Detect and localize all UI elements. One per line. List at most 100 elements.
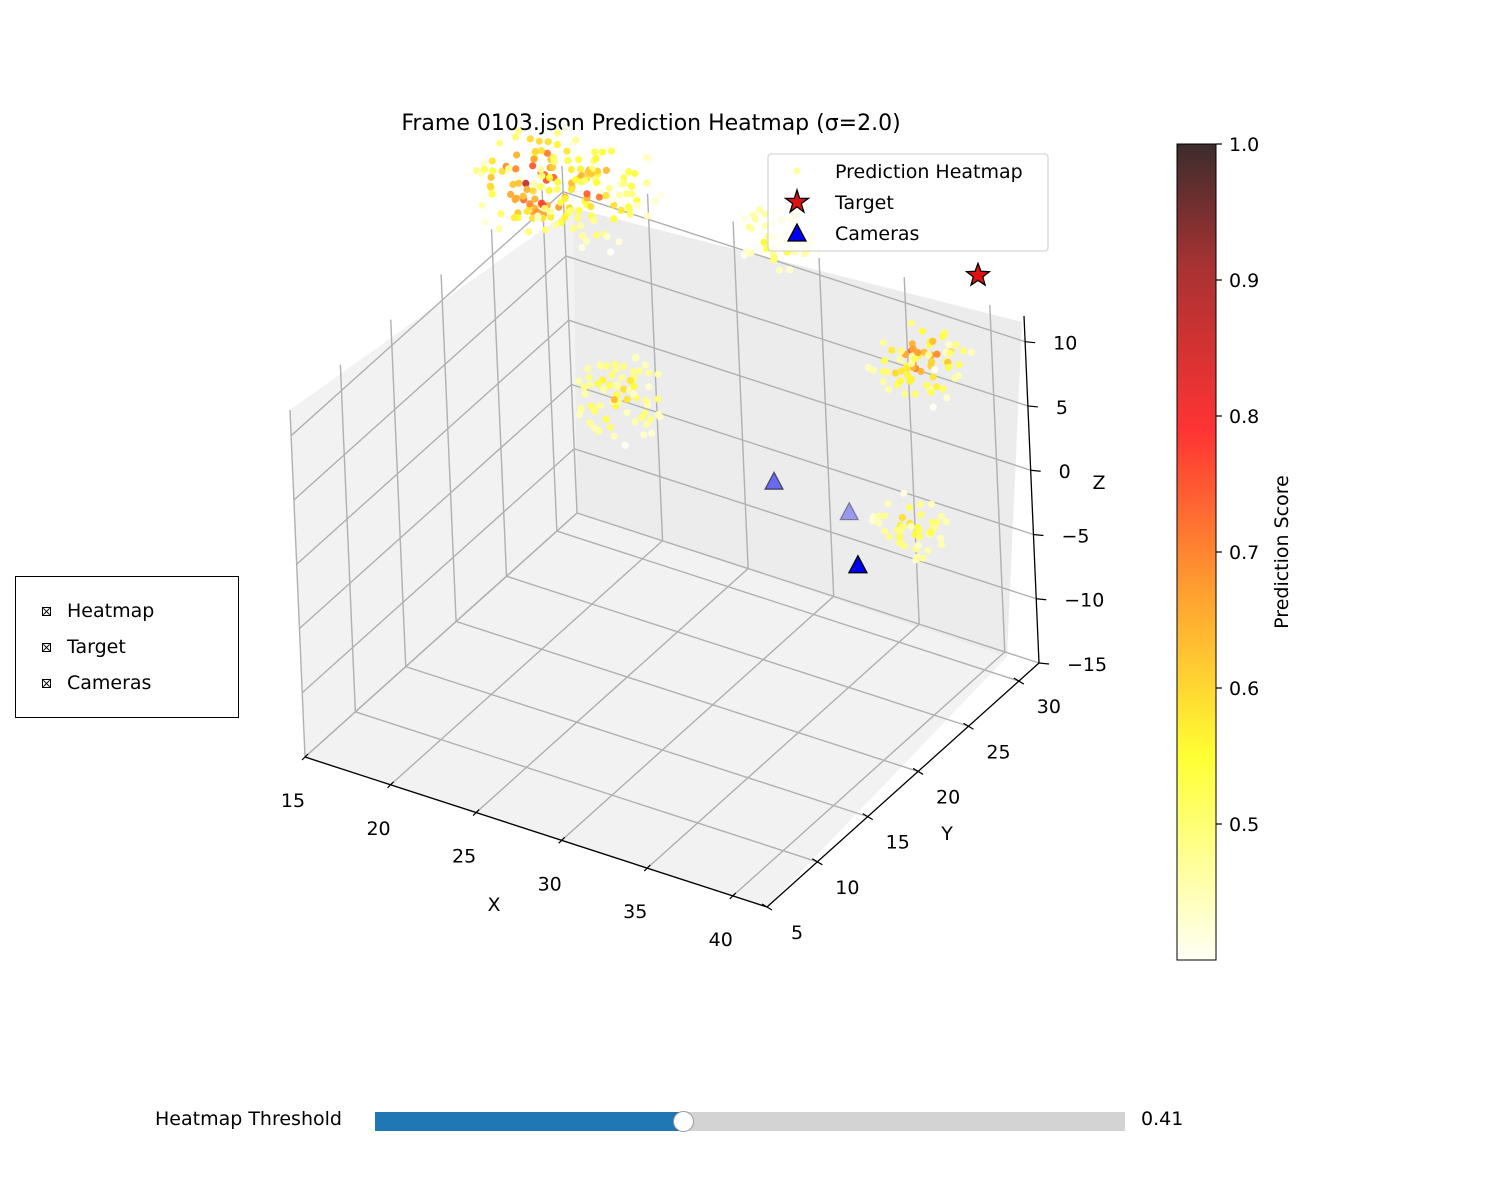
z-tick-label: 5 bbox=[1056, 397, 1068, 419]
heatmap-point bbox=[943, 394, 951, 402]
heatmap-point bbox=[610, 215, 618, 223]
heatmap-checkbox[interactable]: Heatmap bbox=[42, 600, 154, 622]
heatmap-point bbox=[509, 180, 517, 188]
heatmap-point bbox=[897, 367, 905, 375]
axes: 15 5 −15 20 10 −10 25 15 −5 30 20 0 35 25 5 40 30 10 bbox=[281, 315, 1107, 951]
grid-line-y-floor bbox=[355, 711, 818, 863]
heatmap-point bbox=[626, 377, 635, 385]
heatmap-point bbox=[564, 156, 572, 164]
heatmap-point bbox=[586, 381, 594, 389]
heatmap-point bbox=[602, 192, 610, 200]
heatmap-point bbox=[593, 231, 601, 239]
heatmap-point bbox=[641, 361, 650, 369]
heatmap-point bbox=[929, 337, 937, 345]
heatmap-point bbox=[869, 366, 877, 375]
heatmap-point bbox=[760, 238, 768, 246]
grid-line-z-back bbox=[576, 512, 1040, 664]
heatmap-point bbox=[642, 396, 650, 404]
z-tick-label: −5 bbox=[1061, 525, 1089, 547]
threshold-slider-handle[interactable] bbox=[672, 1111, 694, 1132]
heatmap-point bbox=[875, 512, 884, 520]
heatmap-point bbox=[927, 500, 936, 508]
heatmap-point bbox=[567, 206, 575, 214]
heatmap-point bbox=[553, 129, 562, 137]
grid-line-x-floor bbox=[475, 568, 749, 814]
heatmap-point bbox=[525, 228, 533, 236]
target-checkbox[interactable]: Target bbox=[42, 636, 126, 658]
heatmap-point bbox=[536, 183, 545, 191]
heatmap-point bbox=[572, 136, 580, 144]
grid-line-z-back bbox=[568, 319, 1031, 471]
heatmap-point bbox=[911, 355, 919, 363]
heatmap-checkbox-box[interactable] bbox=[42, 606, 51, 616]
heatmap-point bbox=[543, 149, 551, 157]
target-checkbox-box[interactable] bbox=[42, 642, 51, 652]
heatmap-point bbox=[630, 382, 638, 390]
heatmap-point bbox=[942, 518, 951, 526]
heatmap-point bbox=[654, 370, 662, 378]
heatmap-point bbox=[534, 214, 542, 223]
heatmap-point bbox=[775, 266, 784, 274]
heatmap-point bbox=[593, 179, 601, 187]
heatmap-point bbox=[898, 514, 907, 522]
heatmap-point bbox=[901, 390, 909, 398]
cameras-checkbox-box[interactable] bbox=[42, 678, 51, 688]
grid-line-x-floor bbox=[732, 651, 1006, 897]
heatmap-point bbox=[598, 148, 607, 156]
heatmap-point bbox=[541, 226, 550, 234]
heatmap-point bbox=[916, 501, 925, 509]
heatmap-point bbox=[607, 147, 616, 155]
heatmap-point bbox=[897, 347, 905, 355]
y-axis-tick bbox=[912, 767, 924, 775]
heatmap-point bbox=[512, 194, 521, 202]
heatmap-point bbox=[640, 431, 648, 439]
heatmap-point bbox=[748, 224, 756, 233]
heatmap-point bbox=[531, 147, 540, 156]
heatmap-point bbox=[537, 166, 545, 174]
heatmap-point bbox=[615, 238, 623, 246]
heatmap-point bbox=[577, 178, 585, 186]
heatmap-point bbox=[537, 147, 546, 155]
heatmap-point bbox=[585, 373, 593, 381]
heatmap-point bbox=[574, 214, 582, 222]
heatmap-point bbox=[625, 168, 633, 176]
heatmap-point bbox=[523, 207, 531, 216]
colorbar-tick-label: 0.7 bbox=[1229, 542, 1259, 564]
heatmap-point bbox=[603, 362, 611, 370]
heatmap-point bbox=[495, 225, 503, 233]
heatmap-point bbox=[928, 518, 937, 526]
heatmap-point bbox=[917, 367, 925, 376]
heatmap-point bbox=[919, 554, 927, 562]
heatmap-point bbox=[486, 182, 494, 190]
grid-line-x-back bbox=[903, 277, 920, 625]
grid-line-y-left bbox=[289, 409, 306, 758]
heatmap-point bbox=[561, 194, 569, 202]
x-tick-label: 40 bbox=[709, 929, 733, 951]
heatmap-point bbox=[596, 362, 605, 370]
heatmap-point bbox=[625, 205, 633, 213]
heatmap-point bbox=[620, 363, 628, 371]
y-axis-label: Y bbox=[940, 823, 953, 845]
heatmap-point bbox=[478, 201, 486, 209]
heatmap-point bbox=[875, 519, 883, 527]
threshold-slider[interactable] bbox=[375, 1111, 1125, 1132]
heatmap-point bbox=[914, 349, 922, 357]
heatmap-point bbox=[643, 179, 651, 187]
heatmap-point bbox=[498, 167, 506, 175]
heatmap-point bbox=[602, 166, 611, 174]
heatmap-point bbox=[552, 221, 560, 229]
x-axis-line bbox=[304, 756, 768, 908]
heatmap-point bbox=[907, 523, 915, 531]
heatmap-point bbox=[927, 358, 936, 366]
heatmap-point bbox=[933, 383, 941, 391]
colorbar-tick-label: 0.9 bbox=[1229, 270, 1259, 292]
y-tick-label: 25 bbox=[986, 741, 1010, 763]
heatmap-checkbox-label: Heatmap bbox=[67, 600, 155, 622]
heatmap-point bbox=[519, 192, 527, 200]
grid-line-x-back bbox=[732, 221, 749, 569]
heatmap-point bbox=[645, 383, 653, 391]
cameras-checkbox[interactable]: Cameras bbox=[42, 672, 151, 694]
markers bbox=[763, 261, 992, 574]
heatmap-point bbox=[914, 554, 922, 562]
